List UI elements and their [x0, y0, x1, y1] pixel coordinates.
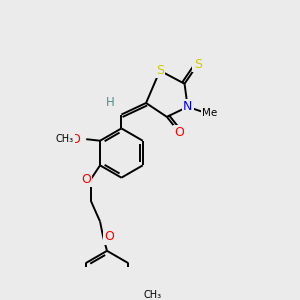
Text: S: S	[156, 64, 164, 77]
Text: CH₃: CH₃	[144, 290, 162, 300]
Text: O: O	[174, 126, 184, 139]
Text: Me: Me	[202, 108, 217, 118]
Text: O: O	[104, 230, 114, 244]
Text: CH₃: CH₃	[56, 134, 74, 144]
Text: O: O	[81, 173, 91, 186]
Text: S: S	[194, 58, 202, 71]
Text: H: H	[106, 96, 115, 109]
Text: N: N	[183, 100, 192, 113]
Text: O: O	[70, 133, 80, 146]
